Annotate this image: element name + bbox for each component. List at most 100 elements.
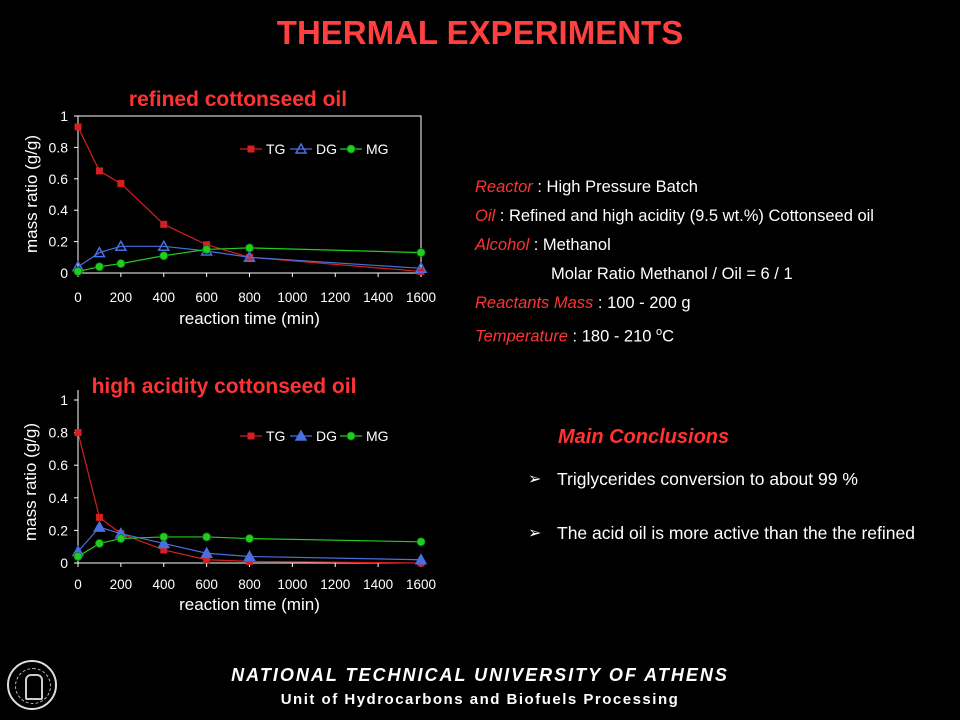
data-point-mg [416, 248, 426, 257]
mass-label: Reactants Mass [475, 294, 594, 312]
x-tick-label: 1400 [363, 577, 393, 592]
x-tick-label: 1200 [320, 290, 350, 305]
data-point-dg [93, 520, 106, 532]
y-tick-label: 0 [60, 555, 68, 571]
series-dg [71, 239, 428, 274]
y-axis-label: mass ratio (g/g) [21, 423, 40, 541]
oil-line: Oil : Refined and high acidity (9.5 wt.%… [475, 207, 874, 225]
legend-label: MG [366, 141, 389, 157]
chart-legend: TG DG MG [240, 428, 389, 444]
conclusion-item: ➢ Triglycerides conversion to about 99 % [528, 468, 937, 491]
x-tick-label: 0 [74, 577, 82, 592]
legend-label: TG [266, 428, 285, 444]
x-tick-label: 200 [110, 290, 133, 305]
data-point-mg [202, 245, 212, 254]
x-tick-label: 1000 [277, 577, 307, 592]
data-point-mg [95, 262, 104, 272]
data-point-mg [116, 259, 126, 268]
conclusion-text: Triglycerides conversion to about 99 % [557, 469, 858, 489]
temperature-label: Temperature [475, 327, 568, 346]
y-tick-label: 0.6 [49, 171, 69, 187]
oil-value: Refined and high acidity (9.5 wt.%) Cott… [508, 207, 874, 225]
chart-refined-cottonseed-oil: refined cottonseed oil 0 0.2 0.4 0.6 0.8 1 0 200… [22, 88, 436, 328]
chart-title: high acidity cottonseed oil [92, 375, 357, 398]
x-tick-label: 400 [152, 290, 175, 305]
data-point-dg [157, 239, 171, 252]
data-point-dg [243, 250, 256, 263]
x-axis-label: reaction time (min) [179, 309, 320, 328]
y-tick-label: 0.4 [49, 202, 69, 218]
data-point-dg [414, 261, 428, 274]
x-tick-label: 1400 [363, 290, 393, 305]
y-tick-label: 0.8 [49, 139, 69, 155]
legend-label: DG [316, 428, 337, 444]
x-tick-label: 200 [110, 577, 133, 592]
data-point-mg [116, 534, 126, 543]
data-point-mg [202, 532, 212, 542]
data-point-dg [157, 536, 171, 549]
conclusion-item: ➢ The acid oil is more active than the t… [528, 522, 937, 545]
data-point-mg [245, 243, 254, 253]
temperature-value: 180 - 210 [581, 327, 657, 346]
data-point-tg [160, 220, 168, 228]
y-tick-label: 0.6 [49, 457, 69, 473]
x-tick-label: 800 [238, 290, 261, 305]
x-tick-label: 600 [195, 577, 218, 592]
y-tick-label: 0.2 [49, 522, 69, 538]
legend-label: DG [316, 141, 337, 157]
data-point-tg [417, 267, 425, 275]
arrow-bullet-icon: ➢ [528, 525, 542, 542]
x-axis-label: reaction time (min) [179, 595, 320, 614]
series-line-dg [77, 245, 422, 269]
chart-high-acidity-cottonseed-oil: high acidity cottonseed oil 0 0.2 0.4 0.6 0.8… [21, 375, 436, 614]
data-point-tg [203, 556, 211, 564]
legend-marker-mg [346, 144, 356, 154]
conclusion-text: The acid oil is more active than the the… [557, 523, 915, 543]
data-point-tg [95, 167, 103, 175]
y-tick-label: 0 [60, 265, 68, 281]
temperature-degree: o [656, 326, 663, 338]
data-point-mg [95, 539, 104, 548]
series-tg [74, 429, 425, 567]
alcohol-value: Methanol [542, 236, 611, 254]
reactor-value: High Pressure Batch [546, 178, 698, 196]
data-point-dg [93, 246, 106, 258]
data-point-dg [414, 553, 428, 565]
x-tick-label: 600 [195, 290, 218, 305]
temperature-unit: C [662, 327, 675, 346]
legend-marker-dg [294, 142, 308, 154]
data-point-mg [73, 552, 83, 561]
university-name: NATIONAL TECHNICAL UNIVERSITY OF ATHENS [231, 665, 729, 685]
reactor-label: Reactor [475, 178, 533, 196]
series-mg [73, 243, 426, 276]
series-line-tg [77, 432, 422, 564]
x-tick-label: 0 [74, 290, 82, 305]
legend-label: MG [366, 428, 389, 444]
legend-marker-tg [247, 432, 255, 440]
temperature-line: Temperature : 180 - 210 oC [475, 326, 675, 346]
data-point-mg [245, 534, 254, 543]
university-seal-icon [7, 660, 57, 710]
legend-marker-dg [294, 429, 308, 441]
data-point-mg [416, 537, 426, 547]
y-tick-label: 0.4 [49, 490, 69, 506]
legend-label: TG [266, 141, 285, 157]
page-title: THERMAL EXPERIMENTS [276, 14, 684, 51]
data-point-mg [159, 532, 169, 542]
data-point-tg [95, 513, 103, 521]
chart-legend: TG DG MG [240, 141, 389, 157]
data-point-tg [117, 180, 125, 188]
legend-marker-mg [346, 431, 356, 441]
conclusions-title: Main Conclusions [558, 426, 730, 448]
data-point-dg [243, 549, 256, 562]
x-tick-label: 800 [238, 577, 261, 592]
x-tick-label: 1200 [320, 577, 350, 592]
y-tick-label: 1 [60, 392, 68, 408]
oil-label: Oil [475, 207, 496, 225]
data-point-dg [114, 239, 128, 252]
reactor-line: Reactor : High Pressure Batch [475, 178, 698, 196]
data-point-tg [160, 546, 168, 554]
series-mg [73, 532, 426, 561]
experiment-info: Reactor : High Pressure Batch Oil : Refi… [475, 173, 945, 352]
x-tick-label: 400 [152, 577, 175, 592]
